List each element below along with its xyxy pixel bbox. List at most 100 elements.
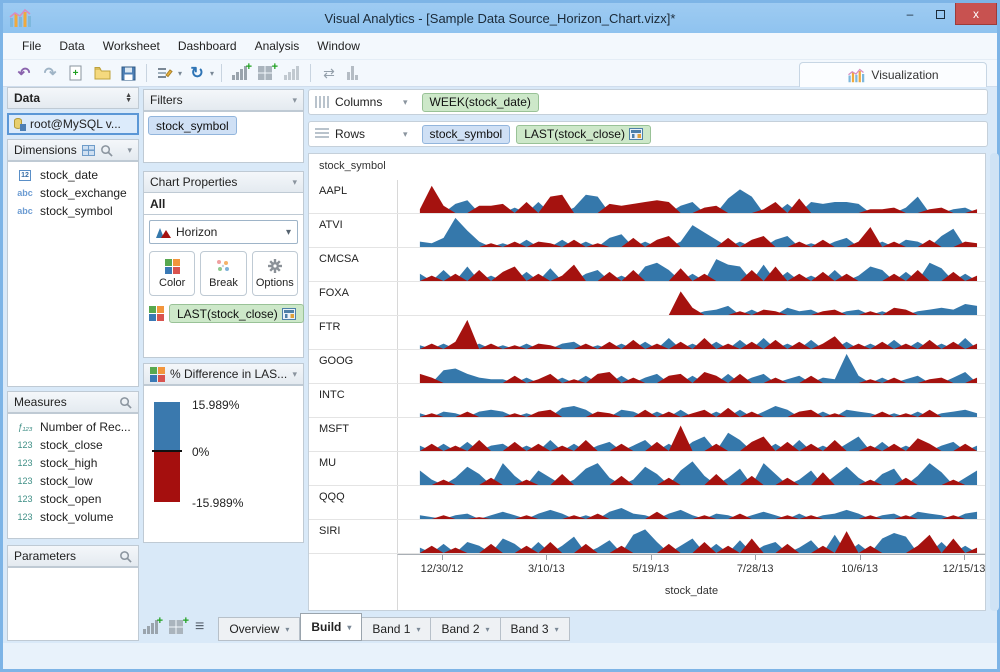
new-worksheet-button[interactable]: + xyxy=(143,616,163,634)
sheet-list-icon[interactable]: ≡ xyxy=(195,618,205,635)
measure-item[interactable]: ƒ₁₂₃ Number of Rec... xyxy=(8,418,138,436)
break-button[interactable]: Break xyxy=(200,251,247,296)
search-icon[interactable] xyxy=(100,144,113,157)
row-plot[interactable] xyxy=(397,248,985,281)
tab-label: Band 1 xyxy=(372,622,411,636)
measure-item[interactable]: 123 stock_close xyxy=(8,436,138,454)
data-connection[interactable]: root@MySQL v... xyxy=(7,113,139,135)
row-plot[interactable] xyxy=(397,384,985,417)
row-plot[interactable] xyxy=(397,452,985,485)
filters-shelf[interactable]: stock_symbol xyxy=(143,111,304,163)
dimension-item[interactable]: 12 stock_date xyxy=(8,166,138,184)
dimension-item[interactable]: abc stock_exchange xyxy=(8,184,138,202)
measure-item[interactable]: 123 stock_open xyxy=(8,490,138,508)
rows-shelf[interactable]: Rows ▾ stock_symbol LAST(stock_close) xyxy=(308,121,988,147)
row-label: QQQ xyxy=(319,491,345,503)
chart-type-select[interactable]: Horizon ▾ xyxy=(149,220,298,244)
menu-item-dashboard[interactable]: Dashboard xyxy=(177,39,237,53)
save-button[interactable] xyxy=(116,62,140,84)
format-wand-caret[interactable]: ▾ xyxy=(178,68,183,78)
filter-pill[interactable]: stock_symbol xyxy=(148,116,237,135)
tab-build[interactable]: Build ▾ xyxy=(300,613,363,641)
show-me-button[interactable] xyxy=(280,62,304,84)
chevron-down-icon[interactable]: ▾ xyxy=(403,96,408,107)
tab-overview[interactable]: Overview ▾ xyxy=(218,617,301,641)
open-file-button[interactable] xyxy=(90,62,114,84)
chevron-down-icon[interactable]: ▾ xyxy=(292,368,297,379)
legend-min-label: -15.989% xyxy=(192,496,244,510)
rows-pill[interactable]: LAST(stock_close) xyxy=(516,124,651,144)
refresh-button[interactable]: ↻ xyxy=(190,65,204,82)
axis-tick-label: 12/30/12 xyxy=(420,563,464,575)
chevron-down-icon[interactable]: ▾ xyxy=(403,128,408,139)
search-icon[interactable] xyxy=(119,550,132,563)
new-worksheet-button[interactable]: + xyxy=(228,62,252,84)
chevron-down-icon: ▾ xyxy=(285,624,290,634)
fit-bars-button[interactable] xyxy=(343,62,367,84)
refresh-caret[interactable]: ▾ xyxy=(210,68,215,78)
format-wand-button[interactable] xyxy=(153,62,177,84)
encoding-pill[interactable]: LAST(stock_close) xyxy=(169,304,304,323)
titlebar[interactable]: Visual Analytics - [Sample Data Source_H… xyxy=(3,3,997,33)
parameters-header[interactable]: Parameters xyxy=(7,545,139,567)
row-plot[interactable] xyxy=(397,520,985,553)
swap-axes-button[interactable]: ⇄ xyxy=(323,64,335,81)
tab-band-1[interactable]: Band 1 ▾ xyxy=(362,617,432,641)
menu-item-window[interactable]: Window xyxy=(317,39,360,53)
visualization-tab[interactable]: Visualization xyxy=(799,62,987,87)
tab-band-2[interactable]: Band 2 ▾ xyxy=(431,617,501,641)
axis-tick xyxy=(546,555,548,560)
menu-item-analysis[interactable]: Analysis xyxy=(254,39,300,53)
rows-pill[interactable]: stock_symbol xyxy=(421,124,511,144)
tab-band-3[interactable]: Band 3 ▾ xyxy=(500,617,570,641)
measure-item[interactable]: 123 stock_high xyxy=(8,454,138,472)
row-plot[interactable] xyxy=(397,316,985,349)
chevron-down-icon[interactable]: ▾ xyxy=(127,144,132,155)
dimensions-header[interactable]: Dimensions ▾ xyxy=(7,139,139,161)
tab-label: Build xyxy=(311,620,342,634)
data-panel-header[interactable]: Data ▲ ▼ xyxy=(7,87,139,109)
menu-item-worksheet[interactable]: Worksheet xyxy=(102,39,160,53)
row-plot[interactable] xyxy=(397,350,985,383)
menu-item-file[interactable]: File xyxy=(22,39,42,53)
chevron-down-icon[interactable]: ▾ xyxy=(292,94,297,105)
columns-shelf[interactable]: Columns ▾ WEEK(stock_date) xyxy=(308,89,988,115)
maximize-button[interactable] xyxy=(925,3,955,25)
new-dashboard-button[interactable]: + xyxy=(254,62,278,84)
data-panel-title: Data xyxy=(14,91,41,105)
measures-header[interactable]: Measures xyxy=(7,391,139,413)
table-icon[interactable] xyxy=(81,144,95,156)
options-button[interactable]: Options xyxy=(251,251,298,296)
search-icon[interactable] xyxy=(119,396,132,409)
chart-row-SIRI: SIRI xyxy=(309,520,985,554)
row-plot[interactable] xyxy=(397,486,985,519)
axis-tick xyxy=(859,555,861,560)
vertical-scrollbar[interactable] xyxy=(990,153,999,611)
row-plot[interactable] xyxy=(397,418,985,451)
chevron-down-icon[interactable]: ▾ xyxy=(292,176,297,187)
dimension-item[interactable]: abc stock_symbol xyxy=(8,202,138,220)
chart-properties-scope[interactable]: All xyxy=(143,193,304,215)
filters-header[interactable]: Filters ▾ xyxy=(143,89,304,111)
legend-header[interactable]: % Difference in LAS... ▾ xyxy=(143,363,304,385)
columns-pill[interactable]: WEEK(stock_date) xyxy=(421,92,539,112)
new-dashboard-button[interactable]: + xyxy=(169,616,189,634)
redo-button[interactable]: ↷ xyxy=(43,65,57,82)
color-button[interactable]: Color xyxy=(149,251,196,296)
measure-item[interactable]: 123 stock_low xyxy=(8,472,138,490)
undo-button[interactable]: ↶ xyxy=(17,65,31,82)
row-plot[interactable] xyxy=(397,214,985,247)
new-worksheet-icon: + xyxy=(232,62,252,80)
sort-spinner-icon[interactable]: ▲ ▼ xyxy=(125,92,132,104)
rows-label: Rows xyxy=(335,127,366,141)
menu-item-data[interactable]: Data xyxy=(59,39,85,53)
close-button[interactable]: x xyxy=(955,3,997,25)
row-plot[interactable] xyxy=(397,282,985,315)
minimize-button[interactable]: – xyxy=(906,7,914,21)
measure-item[interactable]: 123 stock_volume xyxy=(8,508,138,526)
chevron-down-icon: ▾ xyxy=(416,624,421,634)
row-plot[interactable] xyxy=(397,180,985,213)
new-file-button[interactable]: + xyxy=(64,62,88,84)
chart-properties-header[interactable]: Chart Properties ▾ xyxy=(143,171,304,193)
tab-label: Band 3 xyxy=(510,622,549,636)
